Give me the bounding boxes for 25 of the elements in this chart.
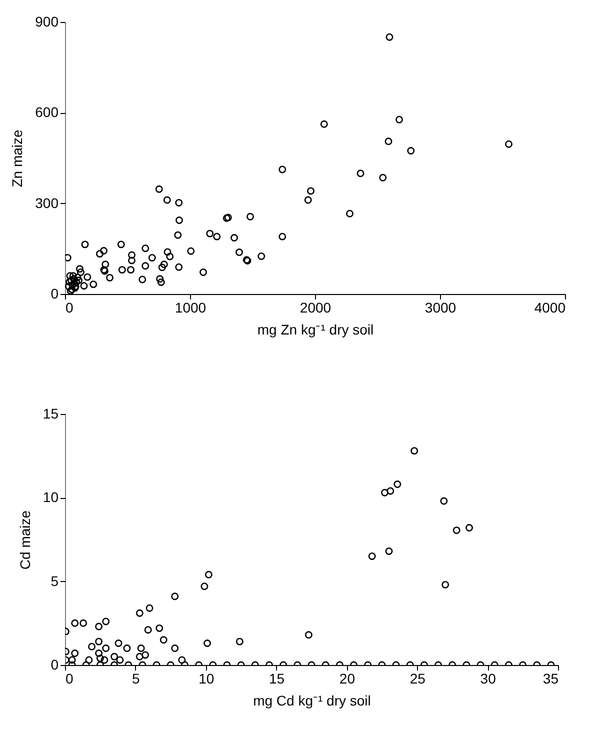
y-tick-label: 0 [50,286,59,302]
x-tick-label: 30 [480,670,496,686]
y-tick-label: 600 [35,104,59,120]
x-tick-label: 2000 [300,300,332,316]
x-tick-label: 4000 [534,300,566,316]
x-tick-label: 0 [66,670,74,686]
x-axis-title: mg Cd kg⁻¹ dry soil [253,692,371,708]
y-axis-title: Cd maize [16,510,33,570]
y-tick-label: 900 [35,14,59,30]
y-tick-label: 5 [50,572,59,589]
x-tick-label: 1000 [174,300,206,316]
x-tick-label: 25 [410,670,426,686]
x-tick-label: 3000 [424,300,456,316]
y-tick-label: 15 [42,406,59,422]
x-tick-label: 15 [268,670,285,686]
x-tick-label: 5 [132,670,140,686]
x-axis-title: mg Zn kg⁻¹ dry soil [257,322,374,338]
x-tick-label: 0 [66,300,74,316]
y-tick-label: 0 [50,656,59,672]
y-tick-label: 10 [42,489,59,506]
y-tick-label: 300 [35,194,59,211]
x-tick-label: 35 [542,670,559,686]
x-tick-label: 20 [339,670,356,686]
y-axis-title: Zn maize [9,130,26,188]
x-tick-label: 10 [198,670,214,686]
